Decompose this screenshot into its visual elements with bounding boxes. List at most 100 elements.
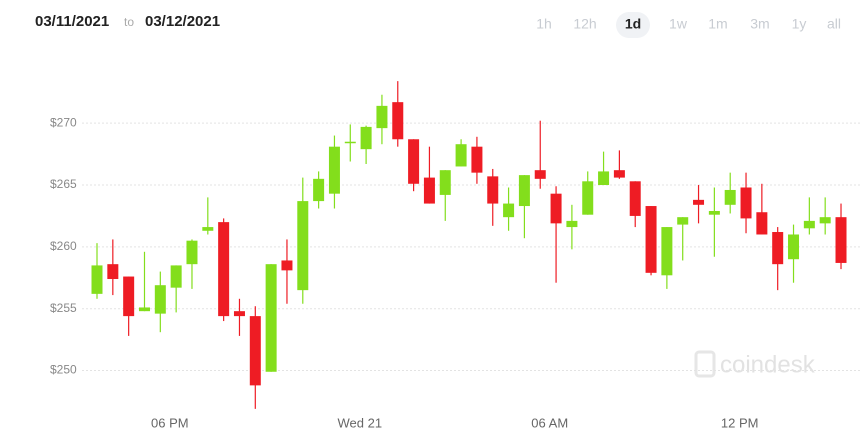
candle — [487, 168, 499, 226]
range-button[interactable]: 1m — [708, 16, 727, 32]
candle-body — [455, 144, 467, 167]
x-tick-label: 06 AM — [531, 415, 568, 430]
candle-body — [503, 203, 515, 218]
candle-body — [107, 264, 119, 280]
candle — [629, 181, 641, 228]
candle-body — [534, 170, 546, 179]
candle — [724, 172, 736, 214]
candle-body — [376, 105, 388, 129]
candle-body — [566, 220, 578, 228]
watermark-text: coindesk — [720, 351, 816, 378]
x-tick-label: Wed 21 — [337, 415, 382, 430]
y-tick-label: $260 — [50, 239, 77, 253]
candle — [756, 183, 768, 235]
candle — [423, 146, 435, 204]
candle — [819, 197, 831, 235]
candle-body — [154, 285, 166, 314]
candle-body — [218, 222, 230, 317]
candle-body — [598, 171, 610, 186]
x-tick-label: 06 PM — [151, 415, 189, 430]
candle — [693, 185, 705, 224]
candle-body — [708, 210, 720, 215]
candle — [408, 139, 420, 192]
candle-body — [233, 311, 245, 317]
candle — [297, 177, 309, 304]
candle-body — [328, 146, 340, 194]
y-tick-label: $250 — [50, 363, 77, 377]
candle — [265, 264, 277, 372]
candle-body — [249, 316, 261, 386]
range-button[interactable]: 1d — [625, 16, 641, 32]
candle-body — [360, 126, 372, 150]
candle-body — [756, 212, 768, 235]
candle — [471, 136, 483, 184]
range-button[interactable]: 12h — [573, 16, 596, 32]
candle-body — [819, 217, 831, 224]
candle-body — [297, 201, 309, 291]
candle — [518, 175, 530, 239]
candle-body — [439, 170, 451, 195]
candle — [613, 150, 625, 179]
y-tick-label: $265 — [50, 177, 77, 191]
candle-body — [693, 199, 705, 205]
candle-body — [408, 139, 420, 184]
range-button[interactable]: 1h — [536, 16, 552, 32]
candle — [772, 227, 784, 291]
range-buttons: 1h 12h 1d 1w 1m 3m 1y all — [536, 12, 841, 38]
candle — [645, 206, 657, 276]
date-separator: to — [124, 15, 134, 29]
range-selected-bg — [616, 12, 650, 38]
candle — [107, 239, 119, 296]
candle — [313, 171, 325, 209]
watermark: coindesk — [694, 350, 816, 378]
candle — [503, 187, 515, 231]
candle — [803, 197, 815, 235]
candle-body — [123, 276, 135, 317]
candle — [835, 203, 847, 270]
range-button[interactable]: 1w — [669, 16, 688, 32]
candle — [708, 187, 720, 257]
range-button[interactable]: all — [827, 16, 841, 32]
candle — [138, 251, 150, 312]
candle-body — [392, 102, 404, 140]
candle — [598, 151, 610, 186]
candle-body — [613, 170, 625, 178]
candle — [123, 276, 135, 336]
candle — [566, 204, 578, 250]
candle-body — [740, 187, 752, 219]
candle — [249, 306, 261, 409]
range-button[interactable]: 3m — [750, 16, 769, 32]
candle — [788, 224, 800, 283]
candle — [328, 135, 340, 209]
candle-body — [629, 181, 641, 216]
range-button[interactable]: 1y — [792, 16, 807, 32]
y-tick-label: $255 — [50, 301, 77, 315]
candle-body — [772, 232, 784, 265]
candle-body — [550, 193, 562, 224]
candle-body — [138, 307, 150, 312]
candle — [170, 265, 182, 313]
candle-body — [423, 177, 435, 204]
candle-body — [91, 265, 103, 294]
candle-body — [803, 220, 815, 229]
candle-body — [471, 146, 483, 173]
candle-body — [265, 264, 277, 372]
candle — [661, 227, 673, 289]
watermark-icon — [694, 350, 716, 378]
candle — [186, 239, 198, 289]
candle-body — [518, 175, 530, 207]
candle — [233, 298, 245, 336]
candle-body — [202, 227, 214, 231]
date-to: 03/12/2021 — [145, 13, 220, 30]
date-from: 03/11/2021 — [35, 13, 109, 30]
candle — [281, 239, 293, 304]
candle — [439, 170, 451, 221]
candle-body — [661, 227, 673, 276]
candle — [344, 124, 356, 162]
candle — [202, 197, 214, 235]
candle — [740, 172, 752, 234]
candle-body — [170, 265, 182, 288]
candle-body — [281, 260, 293, 271]
